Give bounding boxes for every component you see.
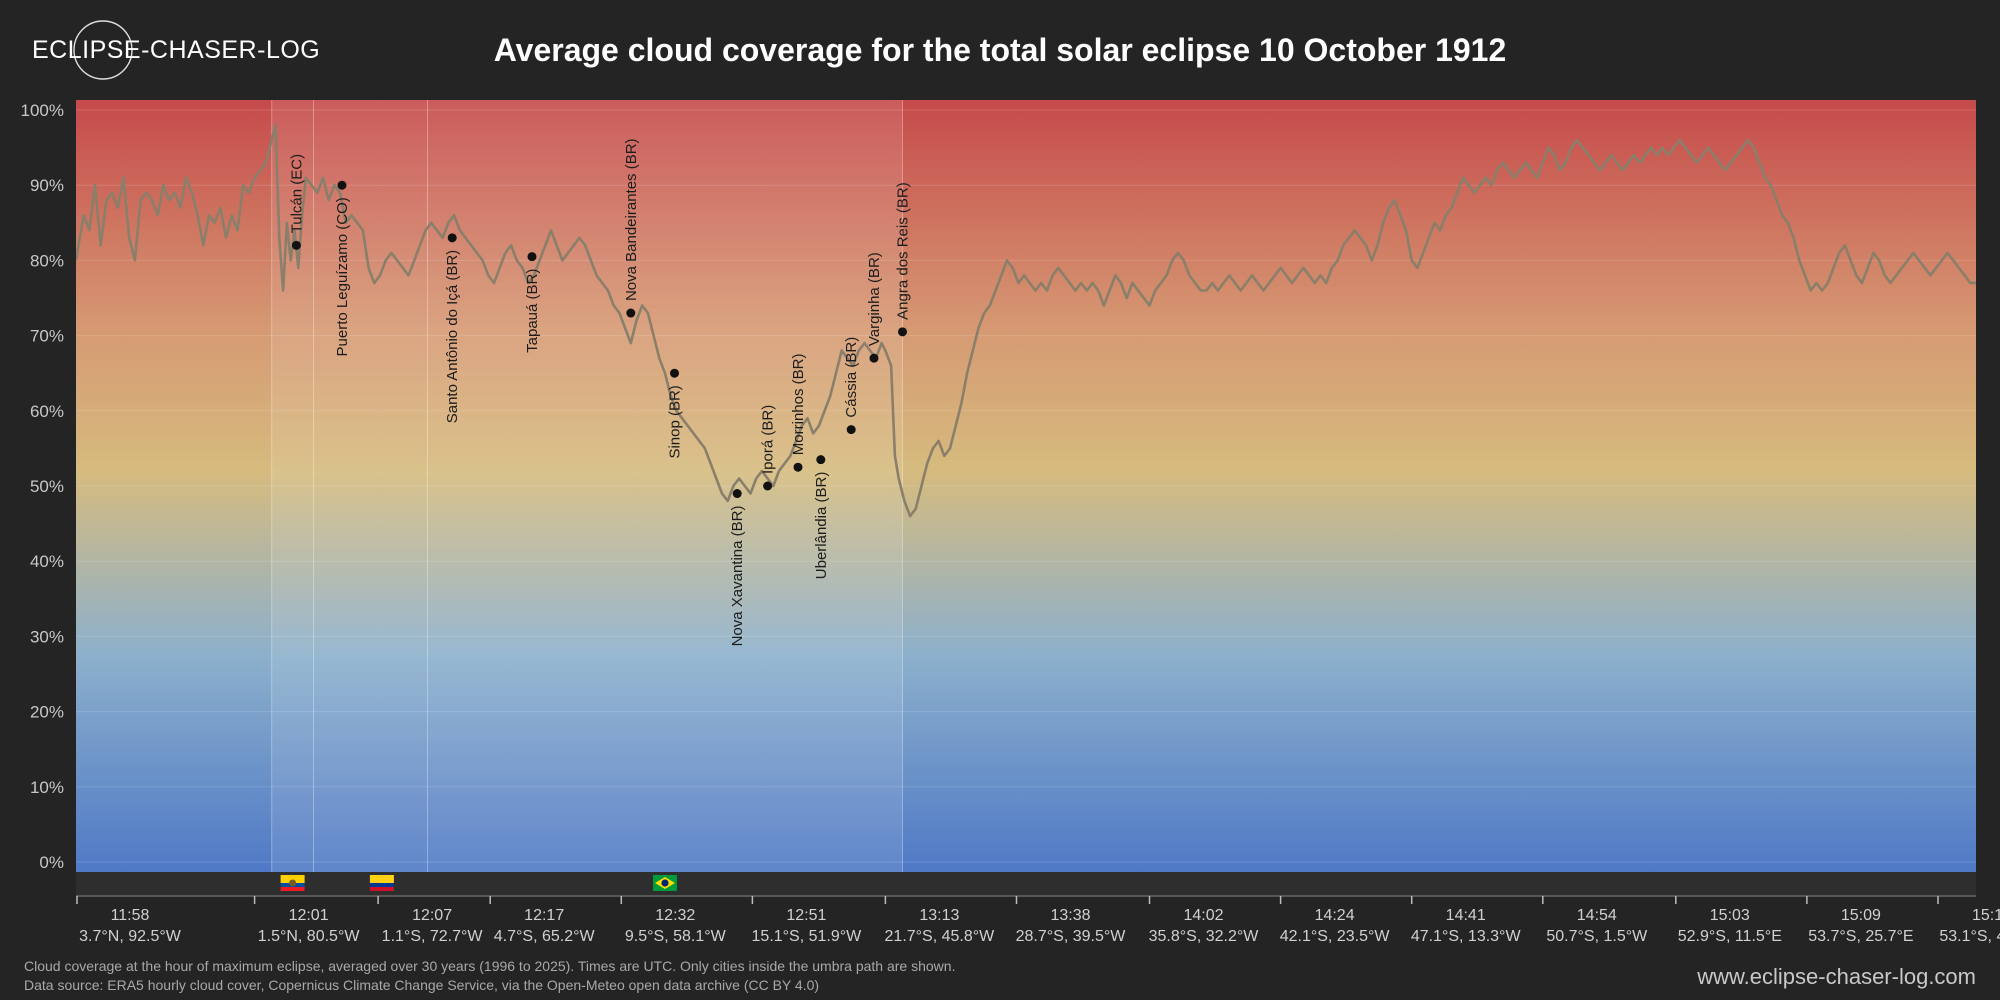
y-axis: 0% 10% 20% 30% 40% 50% 60% 70% 80% 90% 100% xyxy=(21,101,64,872)
city-marker xyxy=(846,425,856,435)
x-tick-time: 15:03 xyxy=(1710,907,1750,924)
y-tick-label: 80% xyxy=(30,251,64,270)
x-tick-coord: 15.1°S, 51.9°W xyxy=(752,928,863,945)
x-tick-time: 13:13 xyxy=(919,907,959,924)
city-marker xyxy=(732,489,742,499)
series-line-cloud-coverage xyxy=(76,123,1976,518)
x-tick-coord: 4.7°S, 65.2°W xyxy=(494,928,596,945)
city-label: Iporá (BR) xyxy=(760,405,777,474)
flag-colombia-icon xyxy=(369,875,394,891)
brand-text: ECLIPSE-CHASER-LOG xyxy=(32,36,320,64)
x-tick-time: 12:32 xyxy=(655,907,695,924)
city-label: Puerto Leguízamo (CO) xyxy=(334,197,351,356)
city-label: Varginha (BR) xyxy=(866,252,883,346)
x-axis: 11:58 3.7°N, 92.5°W 12:01 1.5°N, 80.5°W 12:0… xyxy=(76,895,2000,945)
city-markers: Tulcán (EC) Puerto Leguízamo (CO) Santo An… xyxy=(288,138,911,646)
y-tick-label: 10% xyxy=(30,778,64,797)
country-strip xyxy=(76,872,1976,895)
x-tick-time: 14:24 xyxy=(1315,907,1355,924)
city-label: Nova Xavantina (BR) xyxy=(729,506,746,647)
city-label: Cássia (BR) xyxy=(843,337,860,418)
city-marker xyxy=(447,233,457,243)
y-tick-label: 20% xyxy=(30,703,64,722)
city-marker xyxy=(793,462,803,472)
y-tick-label: 90% xyxy=(30,176,64,195)
footnote-line-1: Cloud coverage at the hour of maximum ec… xyxy=(24,958,955,974)
flag-ecuador-icon xyxy=(280,875,305,891)
y-tick-label: 0% xyxy=(39,853,64,872)
city-label: Angra dos Reis (BR) xyxy=(895,182,912,320)
x-tick-time: 11:58 xyxy=(111,907,150,924)
plot-background xyxy=(76,100,1976,872)
city-marker xyxy=(337,180,347,190)
x-tick-coord: 42.1°S, 23.5°W xyxy=(1280,928,1391,945)
x-tick-coord: 1.5°N, 80.5°W xyxy=(258,928,361,945)
y-tick-label: 30% xyxy=(30,627,64,646)
x-tick-coord: 47.1°S, 13.3°W xyxy=(1411,928,1522,945)
city-label: Sinop (BR) xyxy=(667,385,684,458)
footnote-line-2: Data source: ERA5 hourly cloud cover, Co… xyxy=(24,977,819,993)
x-tick-time: 15:09 xyxy=(1841,907,1881,924)
chart-title: Average cloud coverage for the total sol… xyxy=(494,32,1507,68)
land-shading xyxy=(271,100,903,895)
x-tick-coord: 52.9°S, 11.5°E xyxy=(1678,928,1782,945)
city-label: Uberlândia (BR) xyxy=(813,472,830,580)
city-marker xyxy=(816,455,826,465)
city-marker xyxy=(527,252,537,262)
land-regions xyxy=(271,100,903,895)
y-tick-label: 60% xyxy=(30,402,64,421)
x-tick-time: 14:02 xyxy=(1183,907,1223,924)
x-tick-time: 14:54 xyxy=(1577,907,1617,924)
city-marker xyxy=(291,240,301,250)
city-marker xyxy=(763,481,773,491)
brand-logo: ECLIPSE-CHASER-LOG xyxy=(32,20,320,80)
grid xyxy=(76,109,1976,863)
x-tick-time: 14:41 xyxy=(1446,907,1486,924)
city-label: Nova Bandeirantes (BR) xyxy=(623,138,640,301)
flag-brazil-icon xyxy=(653,875,677,891)
x-tick-coord: 28.7°S, 39.5°W xyxy=(1016,928,1127,945)
x-tick-coord: 21.7°S, 45.8°W xyxy=(885,928,996,945)
city-marker xyxy=(869,353,879,363)
city-marker xyxy=(626,308,636,318)
city-label: Morrinhos (BR) xyxy=(790,354,807,456)
x-tick-coord: 35.8°S, 32.2°W xyxy=(1149,928,1260,945)
city-label: Tulcán (EC) xyxy=(288,154,305,233)
x-tick-time: 12:51 xyxy=(786,907,826,924)
x-tick-coord: 1.1°S, 72.7°W xyxy=(382,928,484,945)
city-marker xyxy=(898,327,907,337)
y-tick-label: 50% xyxy=(30,477,64,496)
city-label: Santo Antônio do Içá (BR) xyxy=(444,250,461,423)
x-tick-coord: 3.7°N, 92.5°W xyxy=(79,928,182,945)
city-marker xyxy=(670,368,679,378)
x-tick-coord: 53.1°S, 40.4°E xyxy=(1939,928,2000,945)
site-url: www.eclipse-chaser-log.com xyxy=(1696,964,1976,989)
x-tick-time: 12:01 xyxy=(289,907,329,924)
x-tick-time: 15:12 xyxy=(1972,907,2000,924)
x-tick-coord: 53.7°S, 25.7°E xyxy=(1808,928,1913,945)
y-tick-label: 40% xyxy=(30,552,64,571)
y-tick-label: 100% xyxy=(21,101,64,120)
city-label: Tapauá (BR) xyxy=(524,269,541,353)
x-tick-coord: 50.7°S, 1.5°W xyxy=(1546,928,1648,945)
x-tick-time: 12:07 xyxy=(412,907,452,924)
x-tick-time: 13:38 xyxy=(1050,907,1090,924)
y-tick-label: 70% xyxy=(30,327,64,346)
x-tick-time: 12:17 xyxy=(524,907,564,924)
x-tick-coord: 9.5°S, 58.1°W xyxy=(625,928,727,945)
country-flags xyxy=(280,875,677,891)
